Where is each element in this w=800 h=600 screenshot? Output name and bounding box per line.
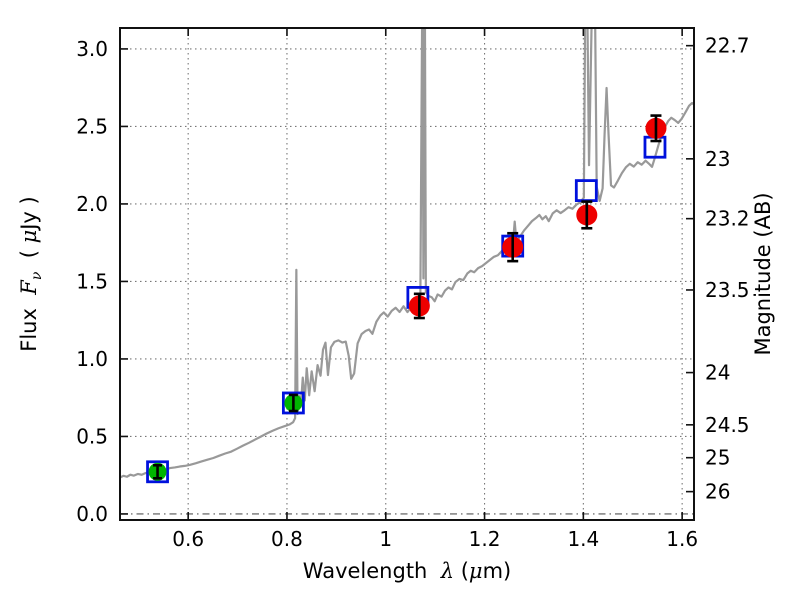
- x-tick-label: 0.8: [271, 527, 303, 551]
- flux-tick-label: 0.5: [76, 424, 108, 448]
- magnitude-tick-label: 23: [705, 147, 730, 171]
- x-axis-label: Wavelength λ (μm): [303, 559, 511, 583]
- photometry-squares: [146, 135, 667, 484]
- x-tick-label: 1: [379, 527, 392, 551]
- square-marker: [146, 460, 169, 484]
- model-spectrum-line: [120, 28, 694, 479]
- magnitude-tick-label: 24: [705, 361, 730, 385]
- y-axis-label-flux: Flux Fν ( μJy ): [17, 196, 45, 351]
- y-axis-label-magnitude: Magnitude (AB): [751, 192, 775, 355]
- flux-tick-label: 2.0: [76, 192, 108, 216]
- y-tick-labels-right: 22.7 23 23.2 23.5 24 24.5 25 26: [705, 34, 750, 504]
- flux-tick-label: 1.0: [76, 347, 108, 371]
- magnitude-tick-label: 23.5: [705, 278, 750, 302]
- model-spectrum-path: [120, 28, 694, 479]
- x-tick-label: 1.6: [666, 527, 698, 551]
- x-tick-label: 0.6: [172, 527, 204, 551]
- magnitude-tick-label: 25: [705, 446, 730, 470]
- tick-marks: [120, 28, 694, 520]
- error-bars: [153, 114, 662, 480]
- x-tick-label: 1.2: [469, 527, 501, 551]
- gridlines: [120, 28, 694, 520]
- x-tick-label: 1.4: [567, 527, 599, 551]
- magnitude-tick-label: 23.2: [705, 207, 750, 231]
- flux-tick-label: 0.0: [76, 502, 108, 526]
- magnitude-tick-label: 24.5: [705, 413, 750, 437]
- flux-tick-label: 2.5: [76, 114, 108, 138]
- flux-tick-label: 1.5: [76, 269, 108, 293]
- x-tick-labels: 0.6 0.8 1 1.2 1.4 1.6: [172, 527, 698, 551]
- flux-tick-label: 3.0: [76, 37, 108, 61]
- square-marker: [281, 391, 305, 415]
- axes-spines: [119, 27, 695, 521]
- y-tick-labels-left: 0.0 0.5 1.0 1.5 2.0 2.5 3.0: [76, 37, 108, 526]
- magnitude-tick-label: 26: [705, 480, 730, 504]
- magnitude-tick-label: 22.7: [705, 34, 750, 58]
